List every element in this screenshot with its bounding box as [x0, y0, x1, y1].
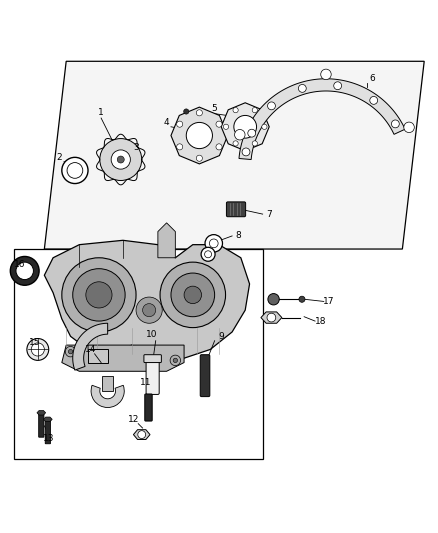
Text: 8: 8	[236, 231, 241, 240]
Text: 14: 14	[85, 345, 96, 354]
Circle shape	[234, 116, 257, 138]
Circle shape	[216, 144, 222, 150]
Circle shape	[171, 273, 215, 317]
Text: 15: 15	[29, 338, 40, 348]
Circle shape	[235, 130, 245, 140]
Circle shape	[143, 304, 155, 317]
Polygon shape	[44, 61, 424, 249]
Circle shape	[177, 144, 183, 150]
Circle shape	[205, 251, 212, 258]
Text: 13: 13	[43, 434, 54, 443]
Polygon shape	[102, 376, 113, 391]
Circle shape	[370, 96, 378, 104]
Circle shape	[262, 124, 267, 130]
Text: 9: 9	[218, 332, 224, 341]
Circle shape	[404, 122, 414, 133]
Circle shape	[223, 124, 229, 130]
Text: 1: 1	[98, 108, 104, 117]
Polygon shape	[239, 79, 405, 159]
Circle shape	[111, 150, 131, 169]
Text: 6: 6	[369, 74, 374, 83]
Circle shape	[196, 155, 202, 161]
Circle shape	[196, 110, 202, 116]
Text: 5: 5	[212, 104, 218, 113]
Polygon shape	[62, 345, 184, 372]
Circle shape	[216, 121, 222, 127]
Circle shape	[62, 258, 136, 332]
Text: 17: 17	[323, 297, 335, 306]
Text: 10: 10	[146, 330, 158, 338]
Circle shape	[16, 262, 33, 280]
FancyBboxPatch shape	[145, 394, 152, 421]
Polygon shape	[44, 240, 250, 358]
Circle shape	[67, 163, 83, 179]
Circle shape	[233, 108, 238, 113]
Circle shape	[186, 123, 212, 149]
FancyBboxPatch shape	[226, 202, 246, 217]
Circle shape	[252, 141, 258, 146]
Text: 4: 4	[164, 118, 170, 127]
Circle shape	[201, 247, 215, 261]
FancyBboxPatch shape	[45, 419, 50, 444]
Circle shape	[11, 256, 39, 285]
Text: 16: 16	[14, 260, 25, 269]
Circle shape	[177, 121, 183, 127]
Circle shape	[27, 338, 49, 360]
Text: 11: 11	[140, 378, 152, 387]
Circle shape	[184, 286, 201, 304]
Circle shape	[392, 120, 399, 128]
Polygon shape	[88, 350, 108, 362]
Circle shape	[65, 346, 76, 357]
Wedge shape	[91, 385, 124, 408]
FancyBboxPatch shape	[144, 354, 161, 362]
FancyBboxPatch shape	[200, 354, 210, 397]
Circle shape	[299, 296, 305, 302]
Circle shape	[298, 84, 306, 92]
Circle shape	[73, 269, 125, 321]
Polygon shape	[37, 410, 46, 415]
Circle shape	[136, 297, 162, 323]
Text: 3: 3	[133, 143, 139, 152]
Polygon shape	[14, 249, 263, 458]
Circle shape	[248, 129, 256, 137]
Circle shape	[170, 355, 180, 366]
Circle shape	[184, 109, 189, 114]
Circle shape	[233, 141, 238, 146]
Text: 18: 18	[314, 317, 326, 326]
Circle shape	[31, 343, 44, 356]
Circle shape	[267, 313, 276, 322]
Polygon shape	[134, 430, 150, 440]
Circle shape	[268, 102, 276, 110]
Circle shape	[138, 431, 146, 439]
Circle shape	[334, 82, 342, 90]
Polygon shape	[43, 417, 52, 422]
Circle shape	[321, 69, 331, 79]
Polygon shape	[171, 107, 228, 164]
Circle shape	[160, 262, 226, 328]
Polygon shape	[73, 323, 108, 370]
Polygon shape	[158, 223, 175, 258]
Polygon shape	[221, 103, 269, 151]
Circle shape	[268, 294, 279, 305]
Circle shape	[62, 157, 88, 183]
Circle shape	[100, 139, 142, 181]
Circle shape	[242, 148, 250, 156]
FancyBboxPatch shape	[146, 359, 159, 394]
Circle shape	[209, 239, 218, 248]
Text: 12: 12	[128, 415, 140, 424]
Circle shape	[86, 282, 112, 308]
Circle shape	[252, 108, 258, 113]
Text: 7: 7	[266, 209, 272, 219]
Circle shape	[205, 235, 223, 252]
Polygon shape	[261, 312, 282, 323]
FancyBboxPatch shape	[39, 413, 44, 437]
Circle shape	[117, 156, 124, 163]
Circle shape	[68, 350, 73, 354]
Circle shape	[173, 358, 177, 362]
Text: 2: 2	[57, 153, 63, 162]
